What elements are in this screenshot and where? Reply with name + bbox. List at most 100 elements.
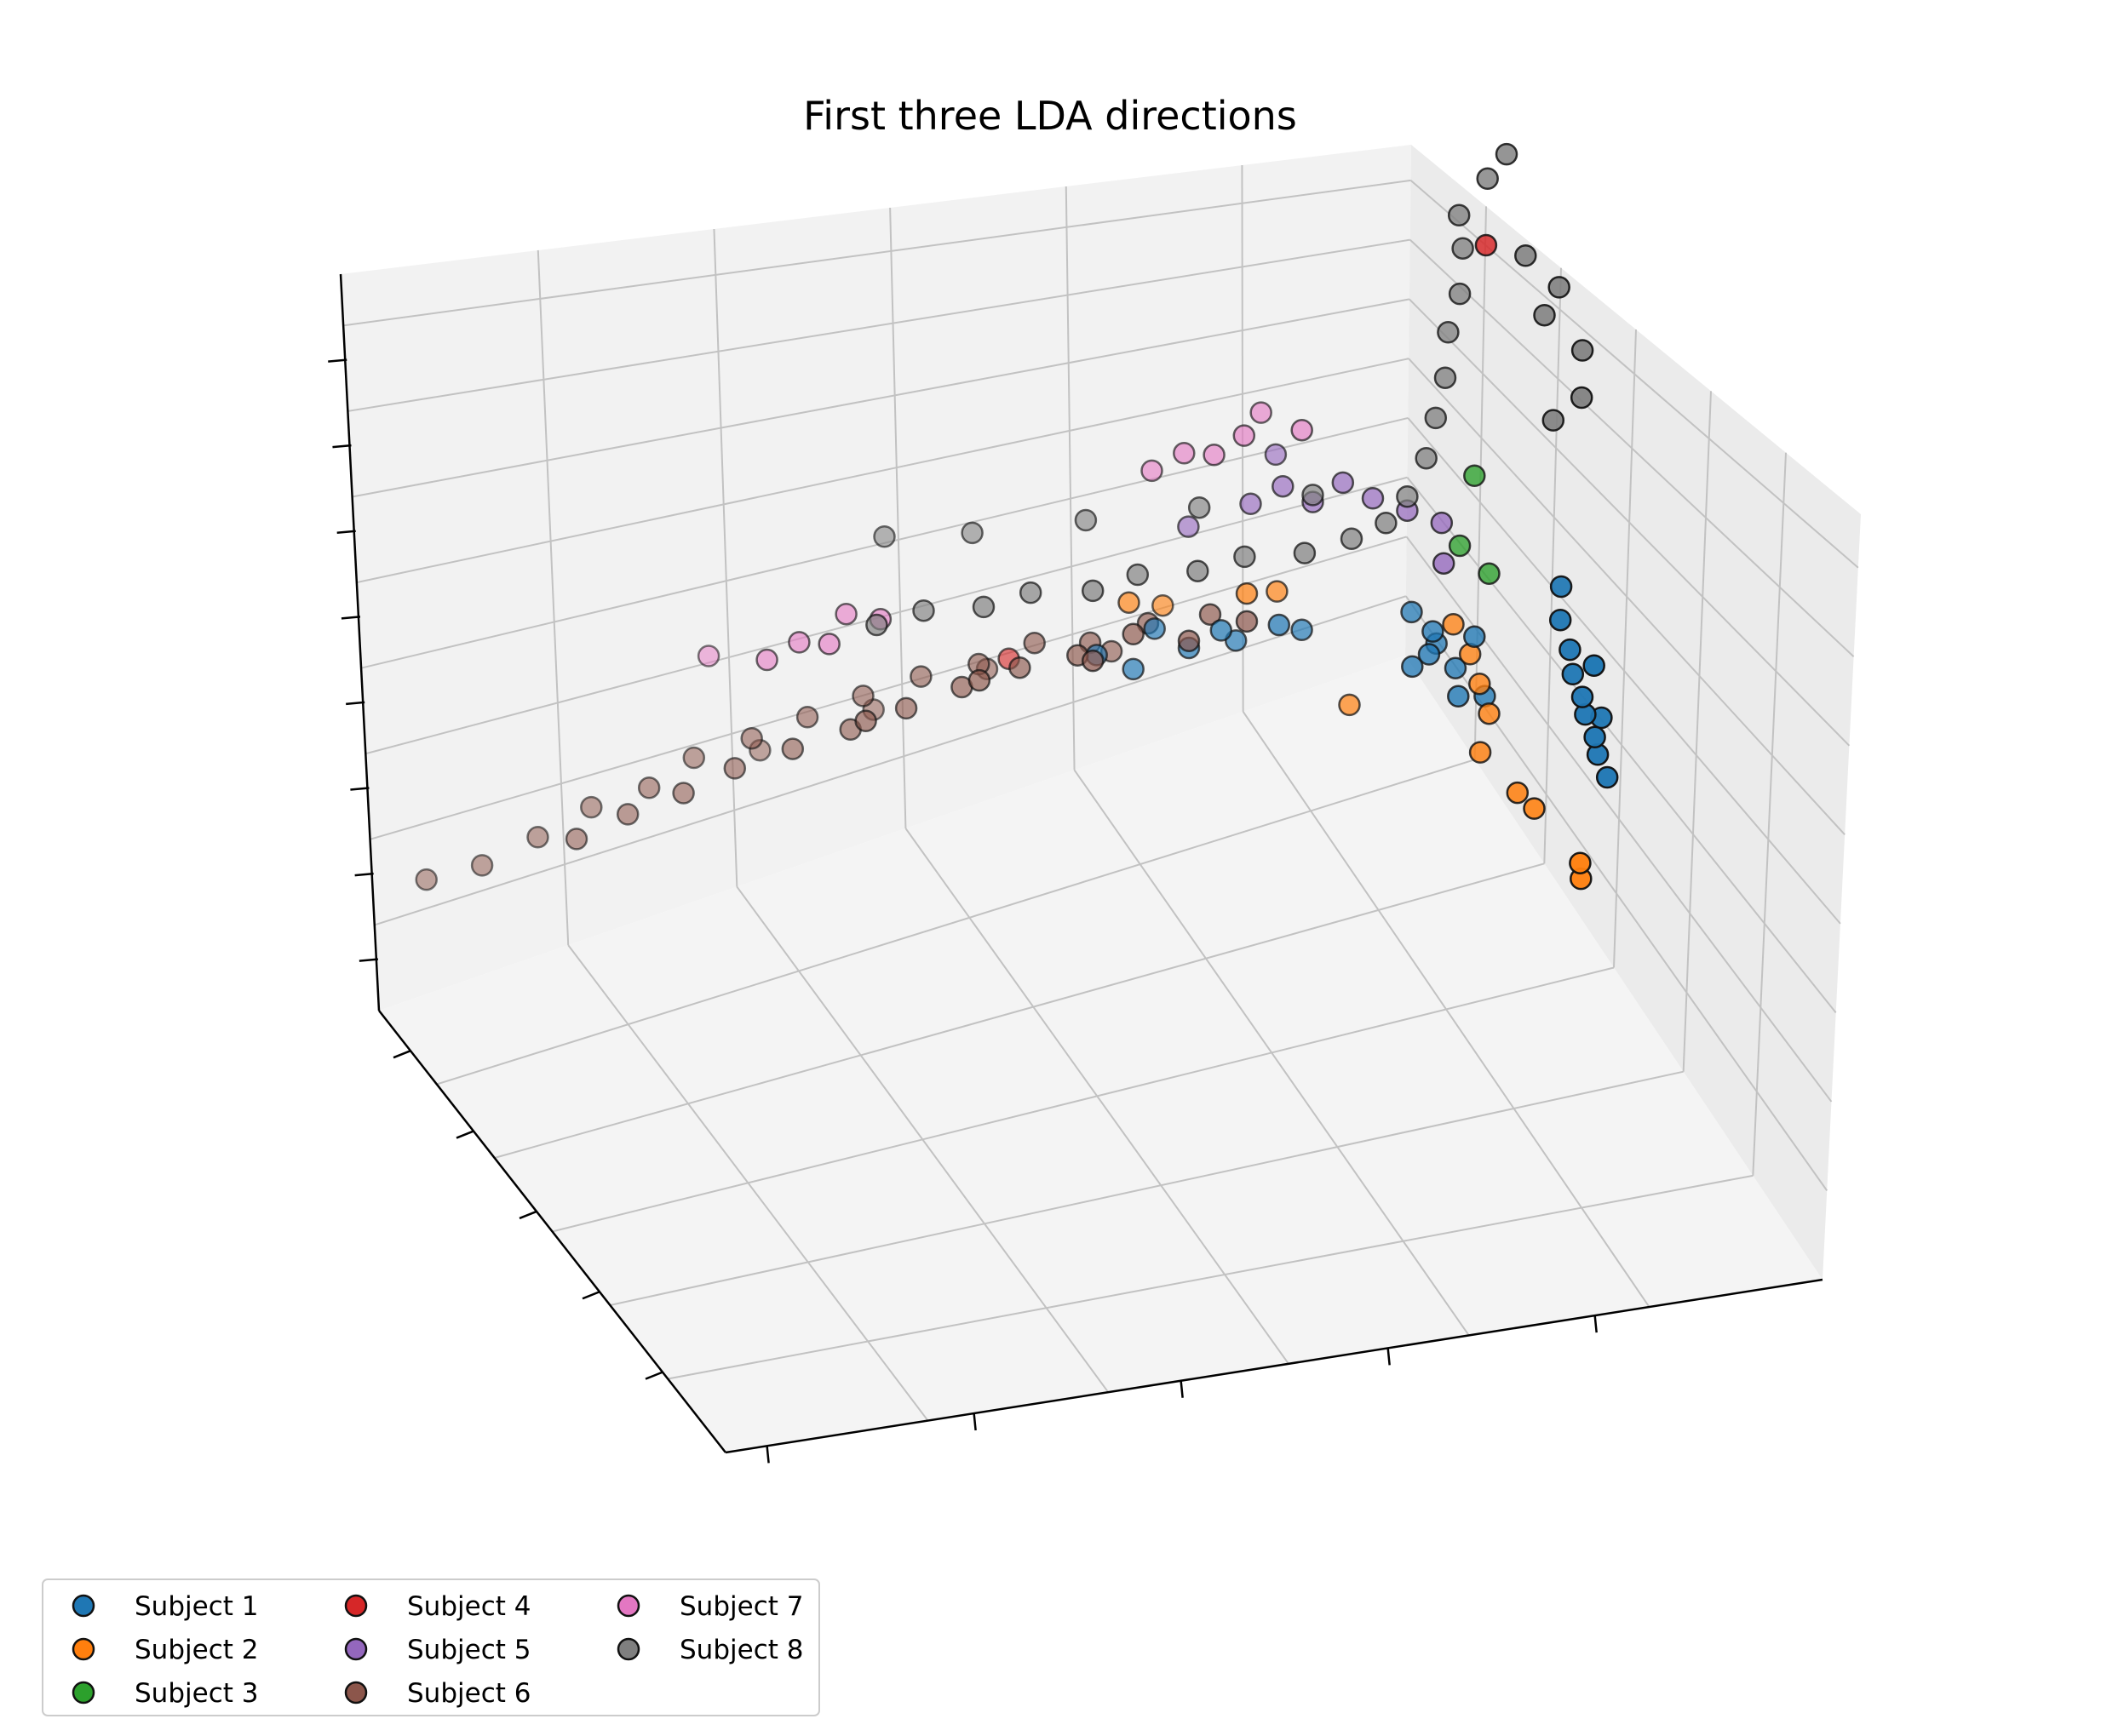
scatter-point-subject-5	[1264, 443, 1288, 467]
scatter-point-subject-7	[1140, 459, 1163, 483]
scatter-point-subject-2	[1569, 851, 1592, 874]
scatter-point-subject-8	[1476, 167, 1499, 191]
scatter-point-subject-6	[415, 868, 438, 891]
z-tick	[350, 787, 370, 791]
scatter-point-subject-7	[1203, 444, 1226, 467]
scatter-point-subject-8	[1301, 484, 1324, 507]
scatter-point-subject-8	[873, 525, 896, 548]
x-tick	[1593, 1315, 1598, 1333]
scatter-point-subject-3	[1478, 562, 1501, 586]
scatter-point-subject-8	[1340, 527, 1363, 551]
y-tick	[645, 1371, 663, 1380]
scatter-point-subject-2	[1478, 702, 1501, 725]
scatter-point-subject-4	[1474, 233, 1498, 257]
scatter-point-subject-5	[1177, 515, 1200, 538]
scatter-point-subject-5	[1331, 471, 1355, 495]
scatter-point-subject-8	[1433, 366, 1457, 389]
scatter-point-subject-8	[1293, 541, 1317, 564]
scatter-point-subject-1	[1143, 617, 1166, 640]
scatter-point-subject-6	[910, 665, 933, 688]
scatter-point-subject-6	[1008, 656, 1031, 679]
scatter-point-subject-5	[1239, 492, 1262, 516]
axis-ticks	[328, 358, 1598, 1464]
scatter-point-subject-1	[1290, 618, 1313, 642]
scatter-point-subject-1	[1548, 608, 1572, 632]
scatter-point-subject-2	[1117, 591, 1140, 614]
legend-marker	[344, 1681, 368, 1704]
scatter-point-subject-2	[1523, 797, 1546, 820]
scatter-point-subject-6	[580, 795, 603, 819]
scatter-point-subject-5	[1432, 552, 1455, 575]
scatter-point-subject-6	[1198, 603, 1222, 626]
scatter-point-subject-6	[616, 803, 640, 826]
legend-label: Subject 1	[135, 1591, 258, 1622]
scatter-point-subject-2	[1266, 580, 1289, 603]
z-tick	[354, 872, 374, 877]
legend-label: Subject 8	[680, 1635, 803, 1665]
legend-marker	[617, 1594, 640, 1618]
legend: Subject 1 Subject 2 Subject 3 Subject 4 Subj…	[42, 1578, 820, 1716]
x-tick	[1180, 1380, 1184, 1398]
scatter-point-subject-2	[1468, 741, 1492, 764]
scatter-point-subject-8	[1547, 276, 1570, 299]
scatter-point-subject-8	[1541, 409, 1565, 432]
scatter-point-subject-8	[1448, 282, 1472, 306]
scatter-point-subject-8	[972, 595, 996, 619]
y-tick	[456, 1130, 474, 1139]
x-axis-line	[725, 1278, 1823, 1454]
scatter-point-subject-8	[1424, 406, 1448, 430]
scatter-point-subject-6	[781, 737, 805, 760]
scatter-point-subject-7	[818, 633, 841, 656]
legend-label: Subject 7	[680, 1591, 803, 1622]
scatter-point-subject-6	[526, 826, 549, 849]
legend-entry: Subject 4	[344, 1591, 531, 1622]
scatter-point-subject-1	[1447, 685, 1470, 708]
scatter-point-subject-6	[723, 757, 747, 780]
scatter-point-subject-7	[1232, 424, 1256, 447]
scatter-point-subject-1	[1267, 613, 1291, 637]
scatter-point-subject-1	[1209, 619, 1233, 642]
scatter-point-subject-1	[1463, 625, 1486, 649]
z-tick	[341, 616, 361, 620]
legend-label: Subject 6	[407, 1678, 531, 1709]
legend-entry: Subject 2	[72, 1635, 258, 1665]
scatter-point-subject-8	[1533, 303, 1556, 327]
scatter-point-subject-8	[1081, 579, 1105, 603]
scatter-point-subject-8	[1415, 446, 1438, 470]
z-tick	[332, 444, 352, 449]
scatter-point-subject-7	[697, 645, 720, 667]
scatter-point-subject-7	[1290, 418, 1313, 442]
x-tick	[766, 1446, 770, 1464]
scatter-point-subject-6	[682, 746, 706, 770]
scatter-point-subject-8	[1074, 508, 1098, 532]
scatter-point-subject-8	[1570, 339, 1594, 362]
scatter-point-subject-6	[740, 726, 763, 750]
scatter-point-subject-7	[755, 648, 778, 672]
legend-entry: Subject 7	[617, 1591, 803, 1622]
y-axis-line	[378, 1010, 726, 1453]
legend-label: Subject 3	[135, 1678, 258, 1709]
scatter-point-subject-6	[852, 685, 875, 708]
scatter-point-subject-8	[1233, 545, 1256, 569]
y-tick	[582, 1291, 600, 1300]
scatter-point-subject-5	[1430, 511, 1454, 535]
scatter-point-subject-5	[1361, 487, 1385, 510]
scatter-point-subject-8	[1451, 237, 1474, 260]
scatter-point-subject-8	[1447, 203, 1471, 227]
scatter-point-subject-7	[1249, 401, 1272, 424]
axis-lines	[339, 273, 1823, 1454]
scatter-point-subject-3	[1448, 534, 1472, 558]
scatter-point-subject-8	[1437, 321, 1460, 344]
y-tick	[519, 1210, 537, 1220]
legend-entry: Subject 1	[72, 1591, 258, 1622]
legend-marker	[72, 1681, 95, 1704]
scatter-point-subject-8	[865, 613, 888, 637]
scatter-point-subject-8	[1126, 563, 1150, 587]
scatter-point-subject-2	[1338, 693, 1361, 717]
scatter-point-subject-2	[1506, 781, 1530, 805]
scatter-point-subject-1	[1401, 655, 1424, 679]
z-tick	[336, 530, 356, 534]
scatter-point-subject-1	[1417, 643, 1441, 666]
scatter-point-subject-8	[1019, 581, 1042, 604]
